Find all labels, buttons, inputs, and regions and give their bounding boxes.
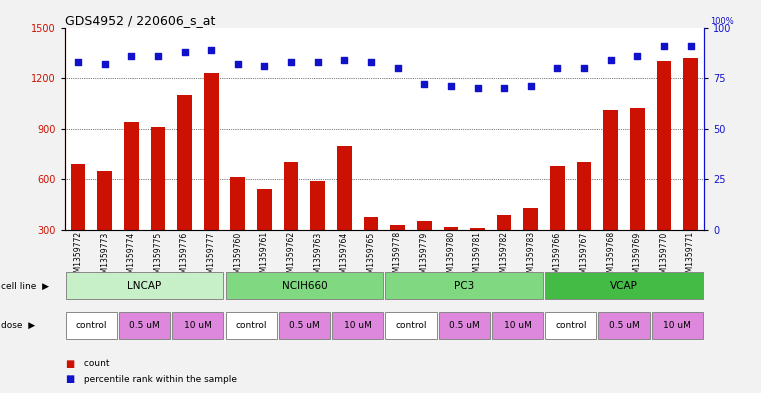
Bar — [577, 162, 591, 281]
Bar — [364, 217, 378, 281]
Text: VCAP: VCAP — [610, 281, 638, 291]
Text: 10 uM: 10 uM — [664, 321, 691, 330]
Point — [684, 42, 696, 49]
Point — [178, 49, 190, 55]
Point — [151, 53, 164, 59]
Text: control: control — [395, 321, 427, 330]
Text: cell line  ▶: cell line ▶ — [1, 281, 49, 290]
Text: 0.5 uM: 0.5 uM — [609, 321, 639, 330]
Bar — [390, 225, 405, 281]
Bar — [279, 312, 330, 339]
Bar — [438, 312, 490, 339]
Bar — [417, 220, 431, 281]
Bar — [284, 162, 298, 281]
Point — [72, 59, 84, 65]
Bar — [683, 58, 698, 281]
Text: count: count — [81, 359, 110, 368]
Text: 10 uM: 10 uM — [504, 321, 531, 330]
Bar — [124, 122, 139, 281]
Text: ■: ■ — [65, 374, 74, 384]
Bar — [310, 181, 325, 281]
Point — [471, 85, 484, 91]
Bar — [492, 312, 543, 339]
Bar — [630, 108, 645, 281]
Bar — [332, 312, 384, 339]
Point — [391, 65, 403, 71]
Bar — [337, 145, 352, 281]
Bar — [65, 312, 117, 339]
Bar — [385, 272, 543, 299]
Text: NCIH660: NCIH660 — [282, 281, 327, 291]
Bar — [257, 189, 272, 281]
Point — [551, 65, 563, 71]
Bar — [119, 312, 170, 339]
Point — [524, 83, 537, 89]
Bar — [71, 164, 85, 281]
Bar — [603, 110, 618, 281]
Point — [98, 61, 111, 67]
Text: 0.5 uM: 0.5 uM — [449, 321, 479, 330]
Bar — [204, 73, 218, 281]
Bar — [651, 312, 703, 339]
Point — [444, 83, 457, 89]
Text: dose  ▶: dose ▶ — [1, 321, 35, 330]
Bar — [657, 61, 671, 281]
Bar — [177, 95, 192, 281]
Bar — [231, 177, 245, 281]
Point — [604, 57, 616, 63]
Point — [312, 59, 324, 65]
Bar — [550, 166, 565, 281]
Point — [285, 59, 297, 65]
Text: 10 uM: 10 uM — [344, 321, 371, 330]
Point — [365, 59, 377, 65]
Bar — [151, 127, 165, 281]
Text: control: control — [235, 321, 267, 330]
Bar — [385, 312, 437, 339]
Point — [125, 53, 137, 59]
Text: GDS4952 / 220606_s_at: GDS4952 / 220606_s_at — [65, 14, 215, 27]
Point — [205, 47, 218, 53]
Text: 0.5 uM: 0.5 uM — [289, 321, 320, 330]
Text: control: control — [75, 321, 107, 330]
Point — [231, 61, 244, 67]
Text: 100%: 100% — [710, 18, 734, 26]
Bar — [225, 272, 384, 299]
Text: percentile rank within the sample: percentile rank within the sample — [81, 375, 237, 384]
Text: control: control — [555, 321, 587, 330]
Bar — [97, 171, 112, 281]
Point — [419, 81, 431, 87]
Bar — [545, 272, 703, 299]
Bar — [497, 215, 511, 281]
Text: ■: ■ — [65, 358, 74, 369]
Point — [338, 57, 350, 63]
Bar — [225, 312, 277, 339]
Text: 10 uM: 10 uM — [184, 321, 212, 330]
Point — [498, 85, 510, 91]
Point — [578, 65, 590, 71]
Point — [658, 42, 670, 49]
Bar — [524, 208, 538, 281]
Bar — [65, 272, 224, 299]
Bar — [598, 312, 650, 339]
Bar — [470, 228, 485, 281]
Text: LNCAP: LNCAP — [127, 281, 162, 291]
Point — [258, 63, 271, 69]
Bar — [545, 312, 597, 339]
Text: PC3: PC3 — [454, 281, 474, 291]
Bar — [172, 312, 224, 339]
Text: 0.5 uM: 0.5 uM — [129, 321, 160, 330]
Bar — [444, 228, 458, 281]
Point — [631, 53, 643, 59]
